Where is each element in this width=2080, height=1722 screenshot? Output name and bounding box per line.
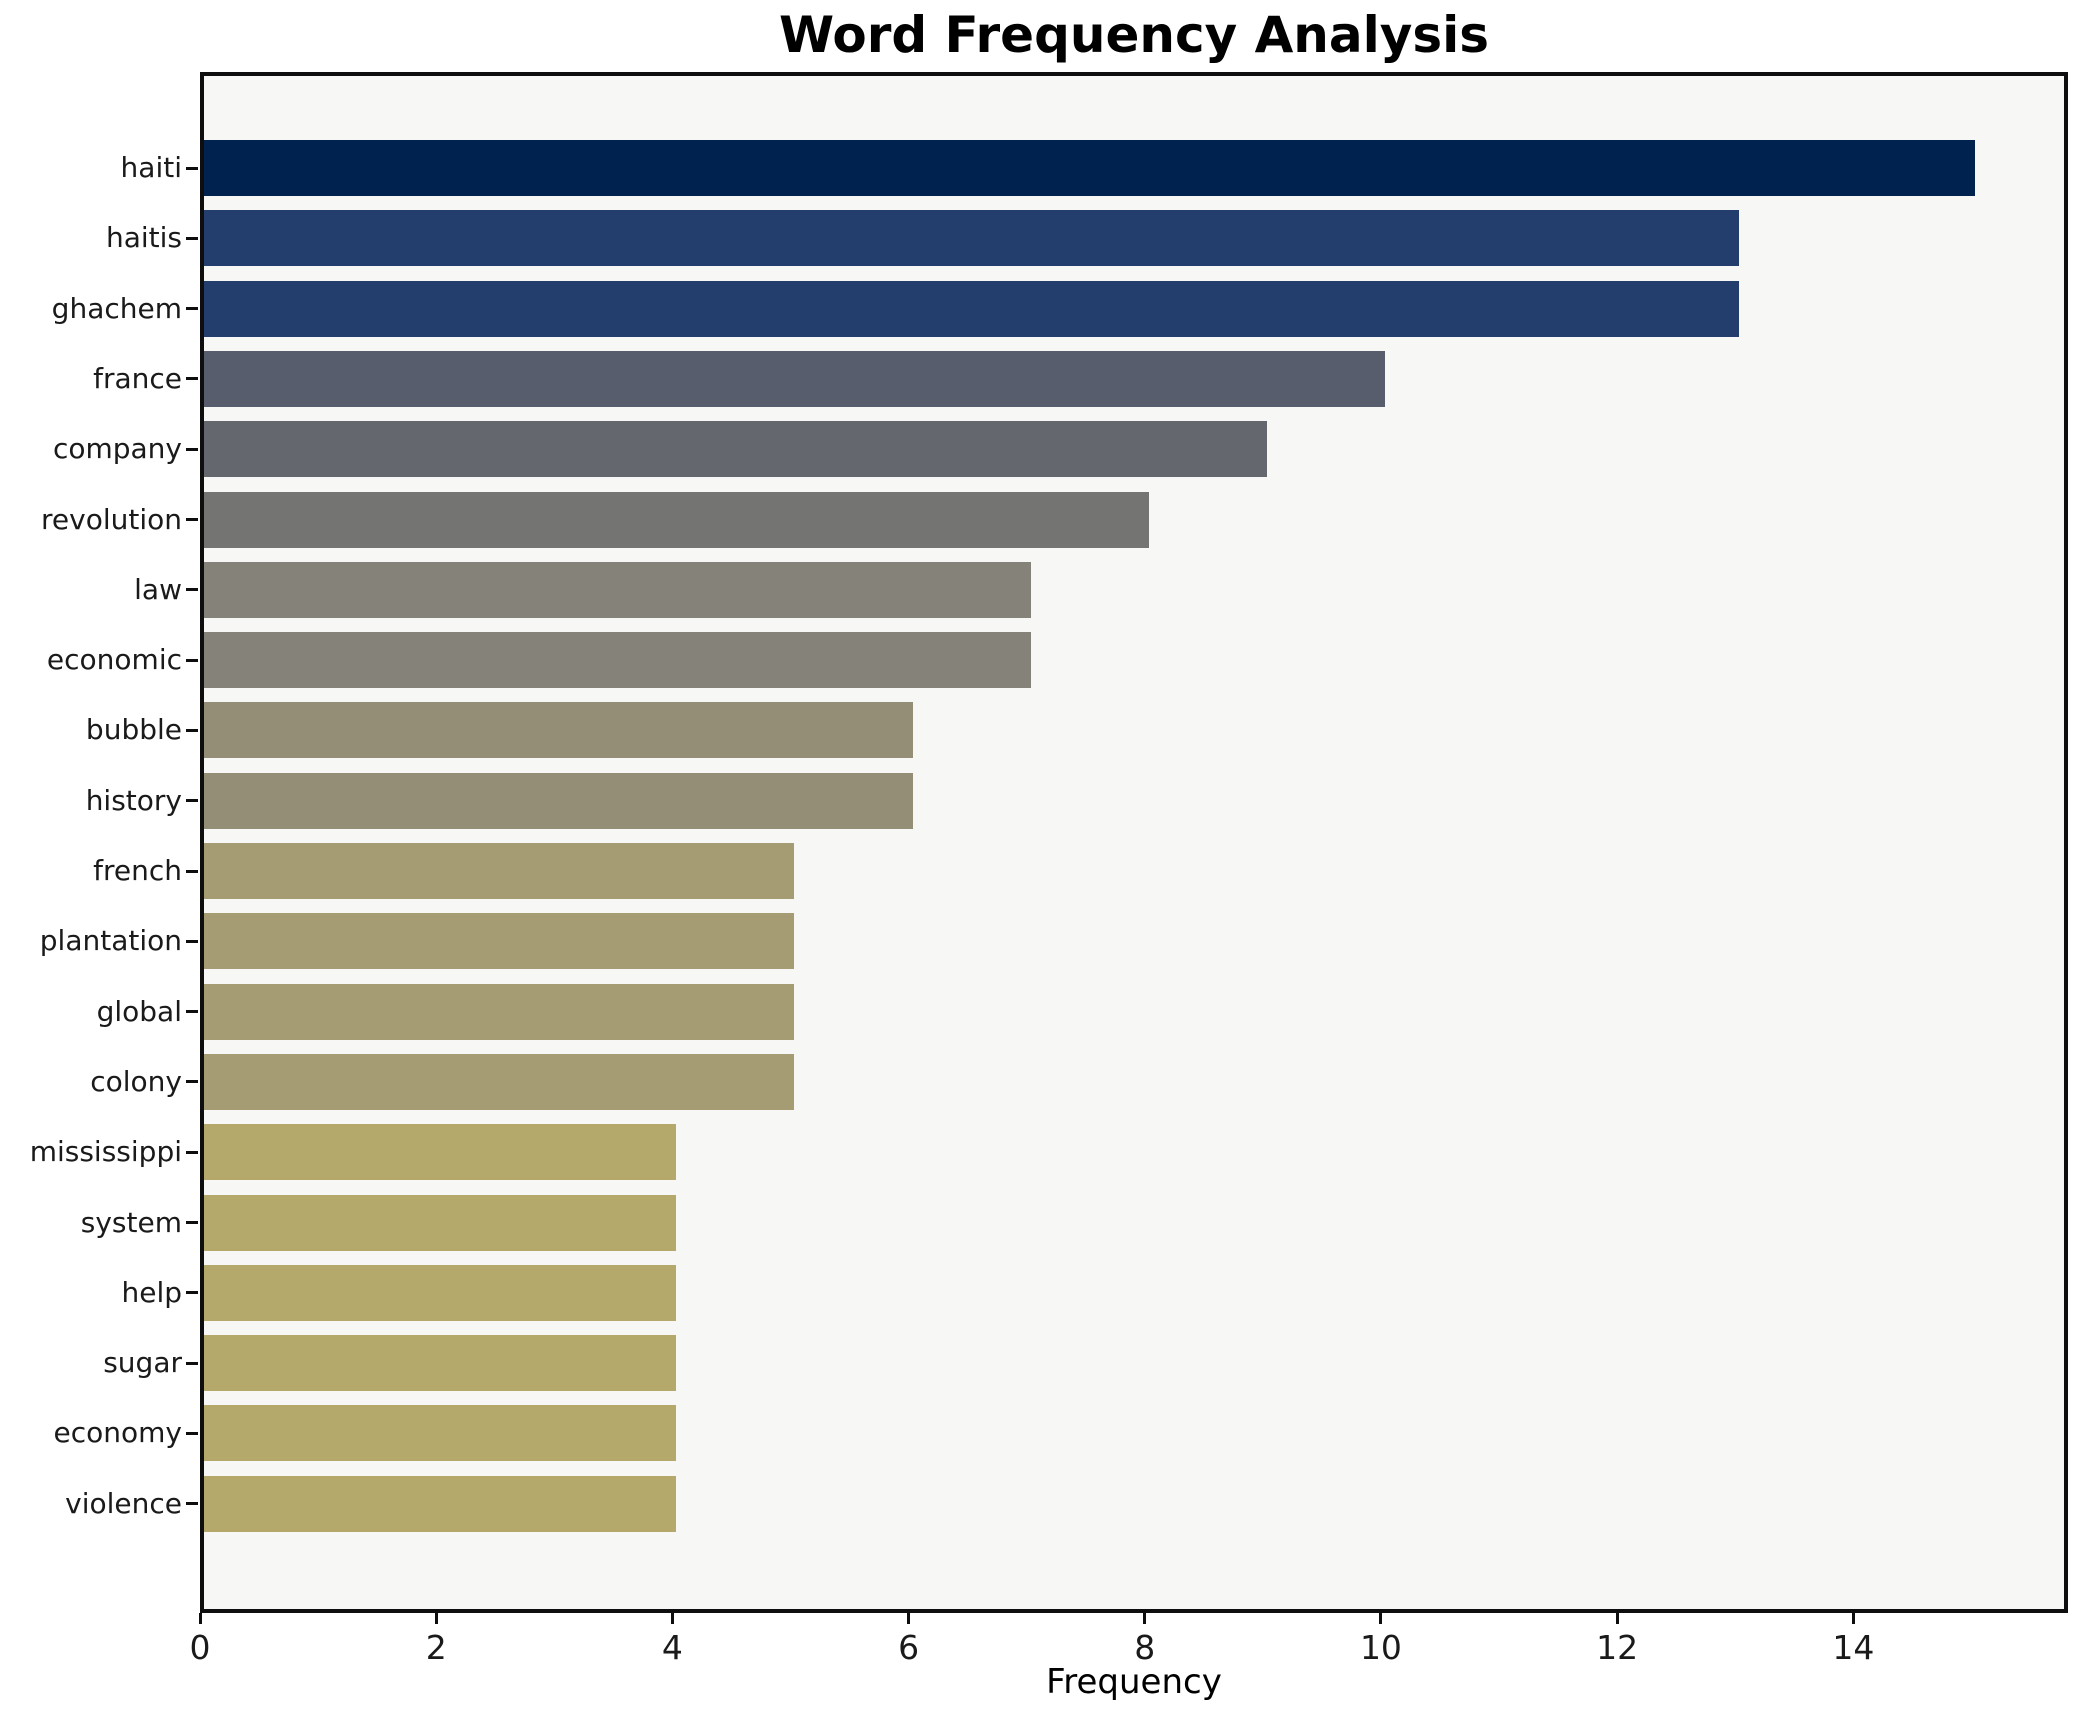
x-tick-mark: [1615, 1613, 1619, 1624]
y-tick-label-colony: colony: [90, 1064, 182, 1098]
x-tick-label-14: 14: [1832, 1628, 1875, 1667]
y-tick-mark: [186, 307, 198, 311]
bar-colony: [204, 1053, 795, 1110]
bar-sugar: [204, 1335, 677, 1392]
y-tick-mark: [186, 447, 198, 451]
bar-help: [204, 1264, 677, 1321]
y-tick-mark: [186, 377, 198, 381]
y-tick-mark: [186, 658, 198, 662]
y-tick-mark: [186, 588, 198, 592]
y-tick-mark: [186, 1010, 198, 1014]
x-tick-label-4: 4: [661, 1628, 683, 1667]
bar-plantation: [204, 913, 795, 970]
y-tick-label-haiti: haiti: [120, 151, 182, 184]
x-tick-mark: [670, 1613, 674, 1624]
x-tick-label-8: 8: [1134, 1628, 1156, 1667]
bar-system: [204, 1194, 677, 1251]
bar-economic: [204, 632, 1031, 689]
x-tick-label-0: 0: [189, 1628, 211, 1667]
y-tick-mark: [186, 1361, 198, 1365]
y-tick-label-haitis: haitis: [105, 221, 182, 255]
bar-haitis: [204, 210, 1740, 267]
chart-title: Word Frequency Analysis: [778, 6, 1490, 64]
bar-violence: [204, 1475, 677, 1532]
y-tick-mark: [186, 869, 198, 873]
y-tick-mark: [186, 728, 198, 732]
y-tick-mark: [186, 518, 198, 521]
x-tick-label-6: 6: [898, 1628, 920, 1667]
x-tick-label-10: 10: [1359, 1628, 1402, 1667]
x-axis-title: Frequency: [1046, 1662, 1222, 1702]
y-tick-mark: [186, 1150, 198, 1154]
bar-bubble: [204, 702, 913, 759]
y-tick-mark: [186, 1431, 198, 1435]
y-tick-label-economic: economic: [46, 643, 182, 677]
y-tick-mark: [186, 236, 198, 240]
bar-law: [204, 561, 1031, 618]
x-tick-mark: [907, 1613, 911, 1624]
y-tick-label-company: company: [52, 432, 182, 466]
y-tick-mark: [186, 939, 198, 943]
bar-global: [204, 983, 795, 1040]
y-tick-mark: [186, 1221, 198, 1224]
bar-company: [204, 421, 1267, 478]
y-tick-label-mississippi: mississippi: [29, 1135, 182, 1169]
x-tick-mark: [1379, 1613, 1383, 1624]
y-tick-label-sugar: sugar: [103, 1346, 182, 1380]
x-tick-mark: [1143, 1613, 1147, 1624]
y-tick-label-bubble: bubble: [85, 713, 182, 747]
y-tick-label-global: global: [96, 994, 182, 1028]
y-tick-label-law: law: [134, 572, 182, 606]
y-tick-mark: [186, 799, 198, 803]
bar-french: [204, 843, 795, 899]
y-tick-mark: [186, 1291, 198, 1295]
y-tick-mark: [186, 166, 198, 170]
y-tick-label-plantation: plantation: [39, 924, 182, 958]
y-tick-label-ghachem: ghachem: [51, 291, 182, 325]
y-tick-label-economy: economy: [53, 1416, 182, 1450]
y-tick-label-france: france: [93, 361, 182, 395]
y-tick-mark: [186, 1502, 198, 1506]
bar-france: [204, 350, 1385, 407]
x-tick-label-12: 12: [1596, 1628, 1639, 1667]
y-tick-label-help: help: [121, 1275, 182, 1309]
bar-haiti: [204, 140, 1976, 196]
x-tick-mark: [198, 1613, 202, 1624]
bar-economy: [204, 1405, 677, 1462]
x-tick-mark: [434, 1613, 438, 1624]
y-tick-mark: [186, 1080, 198, 1084]
y-tick-label-history: history: [85, 783, 182, 817]
bar-history: [204, 772, 913, 829]
y-tick-label-revolution: revolution: [41, 502, 182, 536]
x-tick-label-2: 2: [425, 1628, 447, 1667]
bar-mississippi: [204, 1124, 677, 1181]
y-tick-label-system: system: [80, 1205, 182, 1239]
x-tick-mark: [1851, 1613, 1855, 1624]
y-tick-label-violence: violence: [65, 1486, 182, 1520]
y-tick-label-french: french: [93, 854, 182, 887]
bar-revolution: [204, 491, 1149, 548]
bar-ghachem: [204, 280, 1740, 337]
